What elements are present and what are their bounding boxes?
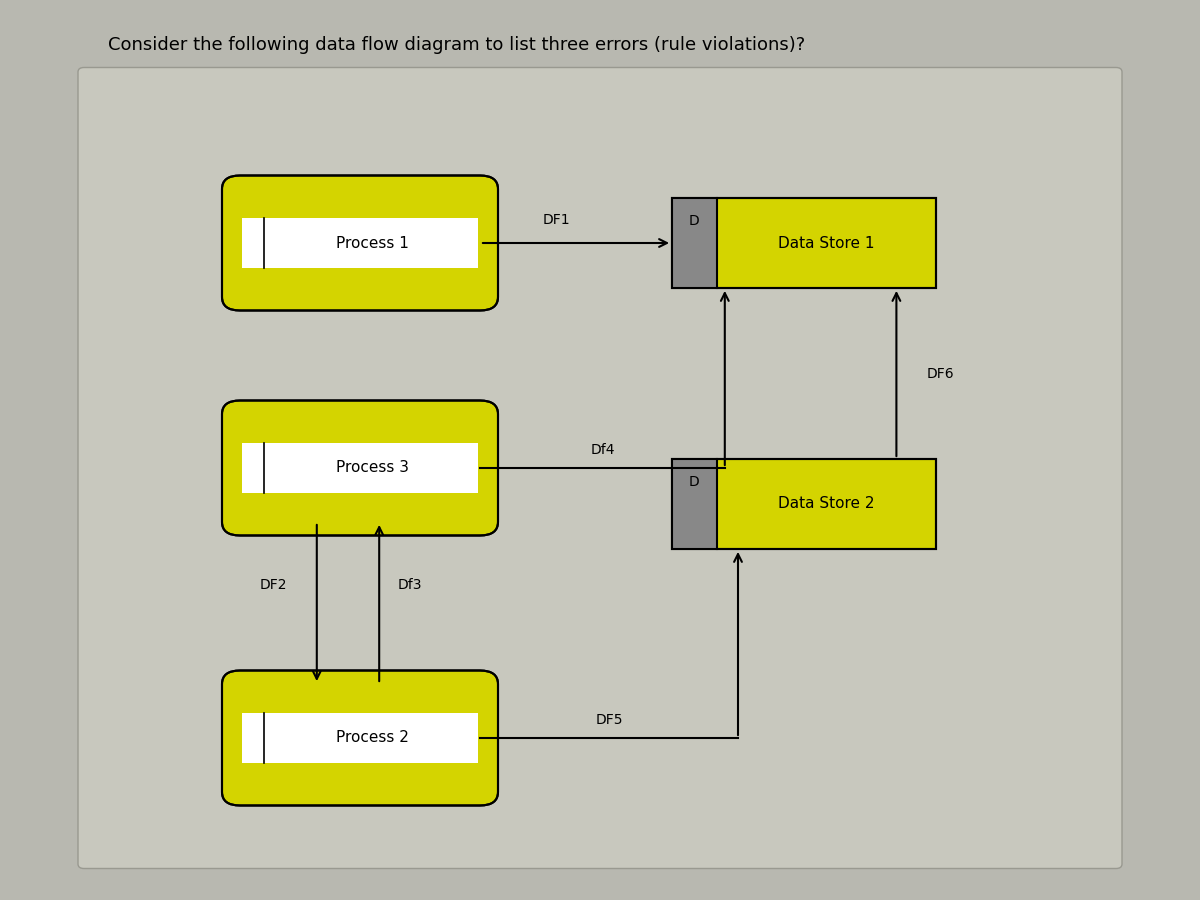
FancyBboxPatch shape (222, 400, 498, 536)
Text: Data Store 1: Data Store 1 (778, 236, 875, 250)
Text: DF5: DF5 (595, 713, 623, 727)
Text: Consider the following data flow diagram to list three errors (rule violations)?: Consider the following data flow diagram… (108, 36, 805, 54)
Text: DF1: DF1 (542, 212, 571, 227)
Text: Df3: Df3 (397, 578, 421, 592)
Bar (672, 198, 936, 288)
Bar (242, 218, 478, 268)
Bar (672, 459, 936, 549)
Bar (672, 198, 936, 288)
Text: Process 3: Process 3 (336, 461, 408, 475)
FancyBboxPatch shape (222, 670, 498, 806)
FancyBboxPatch shape (78, 68, 1122, 868)
Bar (672, 459, 936, 549)
Text: Data Store 2: Data Store 2 (778, 497, 875, 511)
Text: Process 2: Process 2 (336, 731, 408, 745)
FancyBboxPatch shape (222, 176, 498, 310)
Text: Df4: Df4 (590, 443, 614, 457)
Bar (242, 443, 478, 493)
Text: D: D (689, 213, 700, 228)
Text: Process 1: Process 1 (336, 236, 408, 250)
Bar (242, 713, 478, 763)
Text: DF2: DF2 (259, 578, 287, 592)
Bar (672, 198, 716, 288)
Bar (672, 459, 716, 549)
Text: DF6: DF6 (926, 366, 954, 381)
Text: D: D (689, 474, 700, 489)
